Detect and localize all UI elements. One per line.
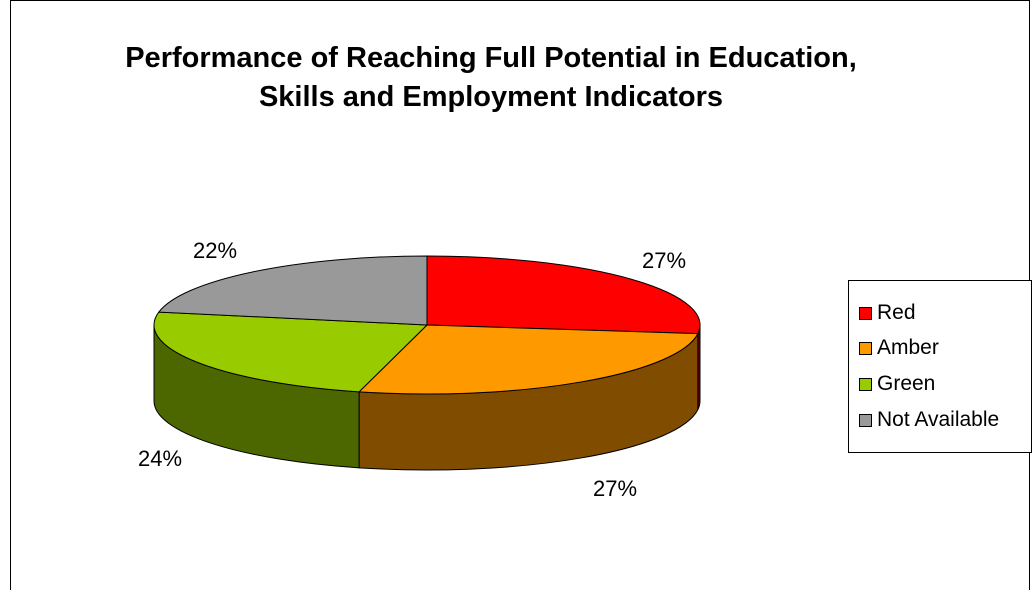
pie-slices xyxy=(153,255,701,395)
legend-swatch-amber xyxy=(859,341,872,355)
chart-title-line-1: Performance of Reaching Full Potential i… xyxy=(125,42,857,74)
legend: Red Amber Green Not Available xyxy=(848,280,1032,453)
legend-label-amber: Amber xyxy=(877,336,939,359)
slice-green xyxy=(153,311,429,393)
slice-not-available xyxy=(157,255,428,326)
legend-label-green: Green xyxy=(877,372,936,395)
legend-item-red: Red xyxy=(859,301,916,325)
chart-title: Performance of Reaching Full Potential i… xyxy=(71,39,911,117)
slice-label-red: 27% xyxy=(642,248,686,273)
legend-swatch-not-available xyxy=(859,413,872,427)
legend-swatch-red xyxy=(859,306,872,320)
slice-label-amber: 27% xyxy=(593,476,637,501)
legend-label-red: Red xyxy=(877,301,916,324)
slice-label-not-available: 22% xyxy=(193,238,237,263)
slice-red xyxy=(426,255,701,335)
slice-label-green: 24% xyxy=(138,446,182,471)
legend-item-green: Green xyxy=(859,372,935,396)
legend-swatch-green xyxy=(859,377,872,391)
legend-item-amber: Amber xyxy=(859,336,939,360)
slice-amber xyxy=(357,324,699,395)
legend-label-not-available: Not Available xyxy=(877,408,1000,431)
chart-title-line-2: Skills and Employment Indicators xyxy=(258,81,724,113)
legend-item-not-available: Not Available xyxy=(859,408,999,432)
